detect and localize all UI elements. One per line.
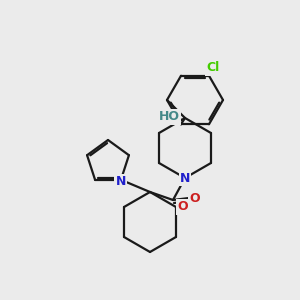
Text: O: O: [190, 193, 200, 206]
Text: O: O: [178, 200, 188, 214]
Text: N: N: [116, 175, 126, 188]
Text: N: N: [180, 172, 190, 184]
Text: Cl: Cl: [206, 61, 220, 74]
Text: HO: HO: [158, 110, 179, 124]
